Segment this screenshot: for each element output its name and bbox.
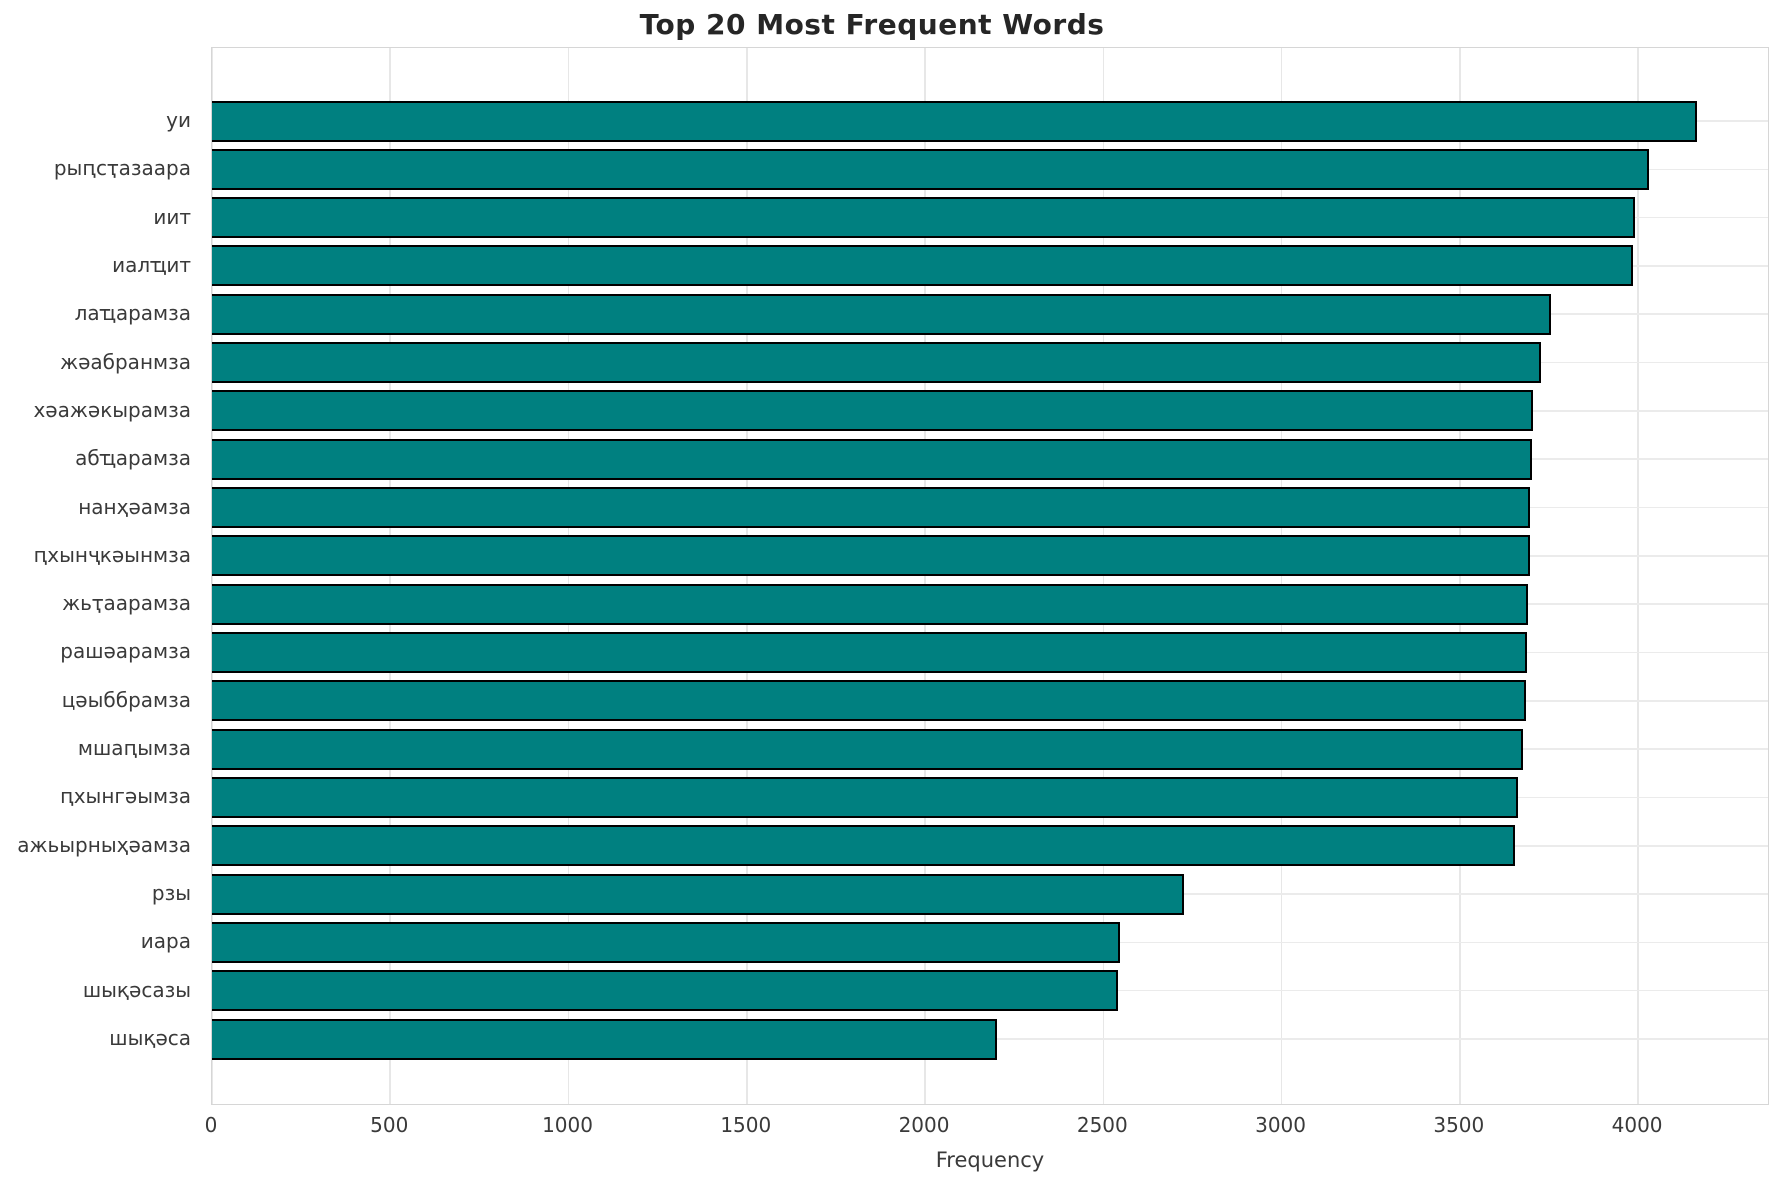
y-tick-label: ажьырныҳәамза (17, 832, 191, 857)
x-tick-label: 3500 (1433, 1113, 1485, 1137)
bar (212, 148, 1650, 190)
x-tick-label: 3000 (1255, 1113, 1307, 1137)
bar (212, 728, 1524, 770)
y-tick-label: ԥхынгәымза (60, 784, 191, 809)
bar (212, 100, 1698, 142)
y-tick-label: рашәарамза (60, 639, 191, 664)
x-axis-ticks: 0 500 1000 1500 2000 2500 3000 3500 4000 (205, 1113, 1769, 1143)
bar (212, 631, 1527, 673)
y-tick-label: шықәса (109, 1026, 191, 1050)
y-tick-label: абҵарамза (75, 446, 191, 471)
y-tick-label: ԥхынҷкәынмза (33, 542, 191, 567)
x-axis-label: Frequency (935, 1148, 1045, 1172)
y-tick-label: рзы (151, 881, 191, 906)
bar (212, 873, 1184, 915)
x-tick-label: 4000 (1611, 1113, 1663, 1137)
y-tick-label: рыԥсҭазаара (53, 156, 191, 181)
y-tick-label: уи (166, 108, 191, 132)
x-tick-label: 0 (204, 1113, 218, 1137)
y-tick-label: цәыббрамза (61, 687, 191, 712)
bar (212, 342, 1541, 384)
y-tick-label: хәажәкырамза (33, 397, 191, 422)
bar (212, 438, 1533, 480)
bar (212, 583, 1528, 625)
y-tick-label: иара (140, 929, 191, 954)
bar (212, 535, 1531, 577)
x-tick-label: 500 (370, 1113, 409, 1137)
bar (212, 487, 1531, 529)
y-tick-label: мшаԥымза (77, 736, 191, 761)
y-tick-label: нанҳәамза (78, 494, 191, 519)
bar (212, 1018, 998, 1060)
bar (212, 776, 1518, 818)
y-tick-label: жьҭаарамза (62, 591, 191, 616)
y-tick-label: шықәсазы (82, 977, 191, 1002)
y-axis-labels: уи рыԥсҭазаара иит иалҵит лаҵарамза жәабранмз… (0, 47, 201, 1105)
y-tick-label: иит (153, 204, 191, 229)
bar (212, 680, 1526, 722)
y-tick-label: жәабранмза (60, 349, 191, 374)
x-tick-label: 2000 (898, 1113, 950, 1137)
y-tick-label: лаҵарамза (74, 301, 191, 326)
x-tick-label: 1000 (542, 1113, 593, 1137)
x-gridline (1637, 48, 1639, 1104)
bar (212, 245, 1634, 287)
chart-title: Top 20 Most Frequent Words (639, 8, 1105, 41)
bar (212, 197, 1635, 239)
x-tick-label: 2500 (1076, 1113, 1128, 1137)
bar (212, 390, 1533, 432)
plot-area (211, 47, 1769, 1105)
bar (212, 970, 1118, 1012)
bar (212, 825, 1515, 867)
y-tick-label: иалҵит (112, 252, 191, 277)
bar (212, 921, 1120, 963)
x-tick-label: 1500 (720, 1113, 772, 1137)
bar (212, 293, 1551, 335)
